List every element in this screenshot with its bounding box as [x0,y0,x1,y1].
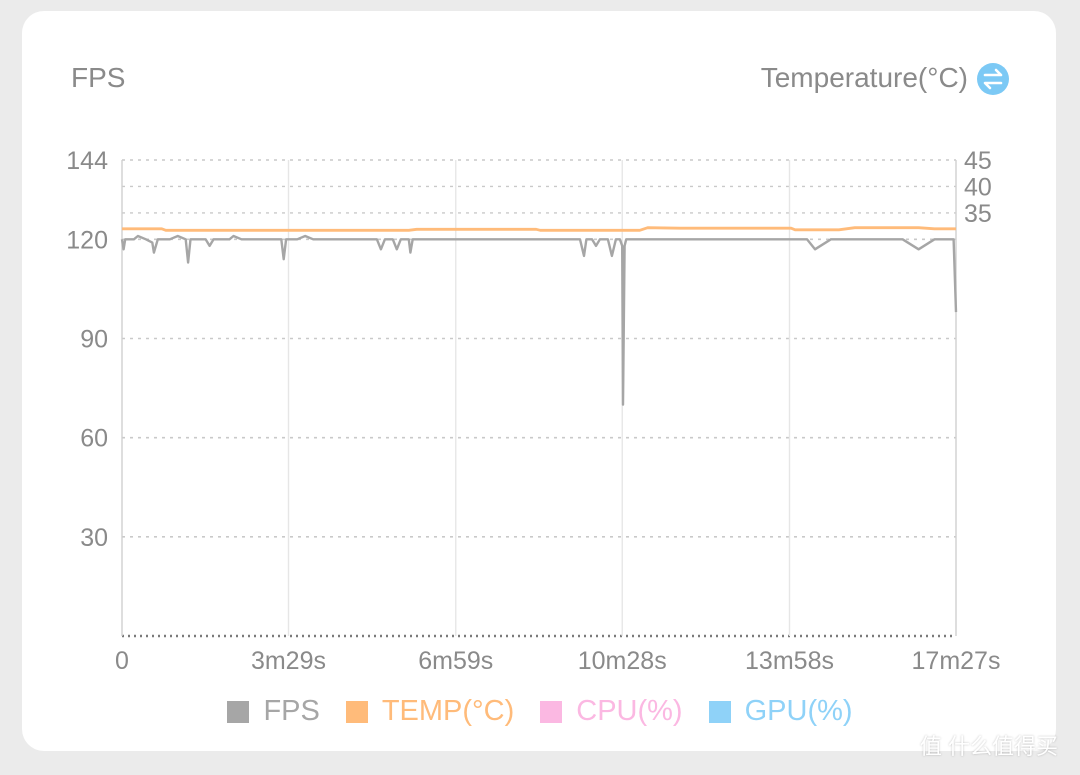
x-tick-label: 0 [115,647,129,675]
legend-label-fps: FPS [263,695,320,727]
x-tick-label: 6m59s [418,647,493,675]
legend-item-cpu[interactable]: CPU(%) [540,695,683,728]
legend-label-temp: TEMP(°C) [381,695,515,727]
chart-card [22,11,1056,751]
legend-label-gpu: GPU(%) [744,695,853,727]
x-tick-label: 13m58s [745,647,834,675]
x-tick-label: 17m27s [912,647,1001,675]
chart-legend: FPS TEMP(°C) CPU(%) GPU(%) [0,695,1080,728]
legend-swatch-temp [345,700,368,723]
watermark-text: 值 什么值得买 [919,734,1058,759]
y-left-tick-label: 30 [80,524,108,552]
y-right-tick-label: 35 [964,200,992,228]
y-right-tick-label: 45 [964,147,992,175]
legend-item-gpu[interactable]: GPU(%) [708,695,853,728]
left-axis-title: FPS [71,62,126,93]
y-right-tick-label: 40 [964,173,992,201]
right-axis-title: Temperature(°C) [760,62,968,93]
x-tick-label: 10m28s [578,647,667,675]
y-left-tick-label: 120 [66,226,108,254]
watermark: 值 什么值得买 [920,729,1058,761]
legend-label-cpu: CPU(%) [576,695,683,727]
legend-item-temp[interactable]: TEMP(°C) [345,695,515,728]
legend-swatch-cpu [540,700,563,723]
legend-swatch-gpu [708,700,731,723]
legend-item-fps[interactable]: FPS [227,695,320,728]
series-line-fps [120,234,958,406]
x-tick-label: 3m29s [251,647,326,675]
series-line-temp [122,226,956,232]
y-left-tick-label: 144 [66,147,108,175]
swap-vertical-icon[interactable] [976,62,1010,96]
legend-swatch-fps [227,700,250,723]
y-left-tick-label: 90 [80,326,108,354]
y-left-tick-label: 60 [80,425,108,453]
